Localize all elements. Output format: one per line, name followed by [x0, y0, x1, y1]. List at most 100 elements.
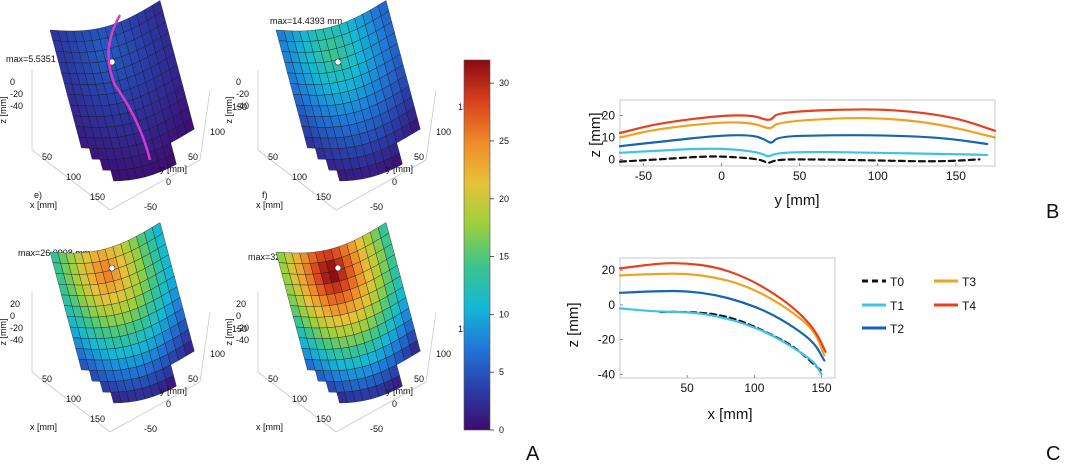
surface-mesh-cell	[409, 118, 421, 135]
panel-b-xlabel: y [mm]	[775, 192, 820, 209]
z-tick-label: 20	[10, 299, 20, 309]
x-tick-label: 100	[66, 394, 81, 404]
x-axis-label: x [mm]	[256, 422, 283, 432]
x-tick-label: 0	[718, 169, 725, 183]
panel-b-ylabel: z [mm]	[587, 113, 604, 158]
legend-label-t1: T1	[890, 299, 904, 313]
y-tick-label: -50	[370, 424, 383, 434]
x-tick-label: 50	[268, 374, 278, 384]
z-tick-label: 20	[236, 299, 246, 309]
x-tick-label: 50	[793, 169, 807, 183]
legend-label-t0: T0	[890, 275, 904, 289]
max-annotation-1: max=5.5351 mm	[6, 54, 73, 64]
y-axis-label: y [mm]	[386, 164, 413, 174]
panel-c-xlabel: x [mm]	[708, 406, 753, 423]
colorbar-tick-label: 5	[499, 367, 504, 377]
surface-box-edge	[425, 311, 437, 383]
x-tick-label: 50	[42, 374, 52, 384]
x-tick-label: -50	[635, 169, 653, 183]
x-tick-label: 100	[292, 172, 307, 182]
z-axis-label: z [mm]	[0, 97, 8, 124]
y-tick-label: 150	[232, 102, 247, 112]
z-tick-label: 0	[10, 311, 15, 321]
z-tick-label: -40	[10, 101, 23, 111]
series-line-t3	[618, 272, 826, 357]
x-tick-label: 100	[744, 381, 764, 395]
panel-b-axes-box	[619, 99, 996, 167]
y-tick-label: -50	[144, 202, 157, 212]
y-tick-label: 0	[392, 399, 397, 409]
surface-mesh-cell	[391, 375, 403, 391]
colorbar-tick-label: 0	[499, 425, 504, 435]
z-tick-label: 0	[236, 77, 241, 87]
series-line-t0	[618, 155, 981, 164]
surface-box-edge	[199, 311, 211, 383]
y-tick-label: 0	[392, 177, 397, 187]
panel-c-axes-box	[619, 257, 836, 379]
panel-c-legend: T0 T1 T2 T3 T4	[862, 275, 976, 336]
surface-box-edge	[31, 371, 111, 433]
surface-box-edge	[335, 159, 427, 211]
y-tick-label: -20	[598, 333, 616, 347]
y-tick-label: 0	[166, 177, 171, 187]
y-tick-label: 20	[602, 263, 616, 277]
surface-box-edge	[335, 381, 427, 433]
x-tick-label: 100	[292, 394, 307, 404]
x-tick-label: 50	[268, 152, 278, 162]
z-tick-label: -40	[236, 335, 249, 345]
surface-plot-2: max=14.4393 mm 0 -20 -40z [mm] 50 100 150 x [m…	[224, 0, 473, 212]
y-axis-label: y [mm]	[160, 164, 187, 174]
y-tick-label: 0	[608, 152, 615, 166]
surface-mesh-cell	[165, 375, 177, 391]
x-axis-label: x [mm]	[256, 200, 283, 210]
z-axis-label: z [mm]	[224, 97, 234, 124]
y-tick-label: 20	[602, 108, 616, 122]
y-tick-label: 0	[608, 298, 615, 312]
surface-mesh-cell	[183, 340, 195, 357]
colorbar-tick-label: 20	[499, 194, 509, 204]
z-axis-label: z [mm]	[0, 319, 8, 346]
series-line-t2	[618, 134, 989, 148]
surface-plot-3: max=26.0908 mm 200-20-40z [mm]50100150x …	[0, 222, 247, 434]
x-tick-label: 100	[868, 169, 888, 183]
z-axis-label: z [mm]	[224, 319, 234, 346]
z-tick-label: -20	[236, 89, 249, 99]
y-tick-label: 50	[414, 152, 424, 162]
panel-label-a: A	[526, 443, 540, 464]
surface-mesh-cell	[165, 153, 177, 169]
x-tick-label: 100	[66, 172, 81, 182]
surface-box-edge	[109, 159, 201, 211]
x-tick-label: 150	[90, 192, 105, 202]
max-marker	[334, 264, 342, 272]
surface-box-edge	[109, 381, 201, 433]
series-line-t4	[618, 108, 997, 135]
series-line-t4	[618, 262, 827, 353]
y-tick-label: 100	[210, 127, 225, 137]
y-tick-label: -40	[598, 368, 616, 382]
surface-box-edge	[257, 149, 337, 211]
z-tick-label: -20	[236, 323, 249, 333]
y-tick-label: 100	[436, 349, 451, 359]
surface-box-edge	[257, 371, 337, 433]
x-tick-label: 50	[42, 152, 52, 162]
series-line-t2	[618, 289, 826, 362]
y-tick-label: 150	[232, 324, 247, 334]
colorbar-tick-label: 15	[499, 252, 509, 262]
panel-c-ylabel: z [mm]	[565, 303, 582, 348]
surface-box-edge	[31, 149, 111, 211]
legend-label-t4: T4	[962, 299, 976, 313]
colorbar: 30 25 20 15 10 5 0	[463, 59, 509, 435]
y-tick-label: 50	[188, 374, 198, 384]
x-tick-label: 150	[90, 414, 105, 424]
panel-label-c: C	[1046, 443, 1060, 464]
colorbar-tick-label: 10	[499, 309, 509, 319]
surface-mesh-cell	[183, 118, 195, 135]
y-tick-label: 0	[166, 399, 171, 409]
surface-mesh-cell	[409, 340, 421, 357]
x-tick-label: 150	[316, 414, 331, 424]
